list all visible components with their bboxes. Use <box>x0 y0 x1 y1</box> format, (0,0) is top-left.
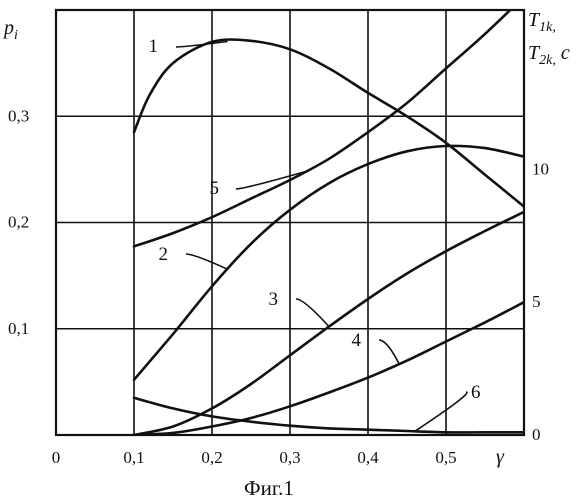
label-leaders: 1 2 3 4 5 6 <box>149 36 481 431</box>
curve-label-1: 1 <box>149 36 159 57</box>
y-left-tick-label: 0,3 <box>8 106 29 125</box>
leader-line-4 <box>379 340 399 364</box>
x-tick-label: 0,5 <box>435 448 456 467</box>
y-right-axis-label-2: T2k, c <box>528 42 570 68</box>
y-right-tick-label: 0 <box>532 425 541 444</box>
curve-label-2: 2 <box>159 244 169 265</box>
series-line-5 <box>134 0 524 246</box>
series-line-4 <box>134 302 524 435</box>
curve-label-5: 5 <box>210 178 220 199</box>
y-right-axis-label-1: T1k, <box>528 9 556 35</box>
y-right-tick-label: 10 <box>532 159 549 178</box>
curves <box>134 0 524 435</box>
figure-caption: Фиг.1 <box>244 476 294 500</box>
series-line-1 <box>134 40 524 207</box>
leader-line-2 <box>186 254 228 269</box>
series-line-3 <box>134 212 524 435</box>
y-left-tick-label: 0,1 <box>8 319 29 338</box>
x-tick-label: 0,4 <box>357 448 379 467</box>
leader-line-3 <box>296 299 329 327</box>
x-tick-label: 0,3 <box>279 448 300 467</box>
x-tick-label: 0,1 <box>123 448 144 467</box>
x-tick-label: 0 <box>52 448 61 467</box>
y-left-axis-label: pi <box>2 17 18 43</box>
x-axis-label: γ <box>496 446 505 468</box>
grid-lines <box>56 10 524 435</box>
series-line-2 <box>134 146 524 380</box>
series-line-6 <box>134 398 524 433</box>
leader-line-6 <box>415 392 467 431</box>
x-tick-label: 0,2 <box>201 448 222 467</box>
curve-label-6: 6 <box>471 382 481 403</box>
y-right-tick-label: 5 <box>532 292 541 311</box>
leader-line-5 <box>236 172 306 190</box>
y-left-tick-label: 0,2 <box>8 213 29 232</box>
curve-label-3: 3 <box>269 289 279 310</box>
curve-label-4: 4 <box>352 330 362 351</box>
